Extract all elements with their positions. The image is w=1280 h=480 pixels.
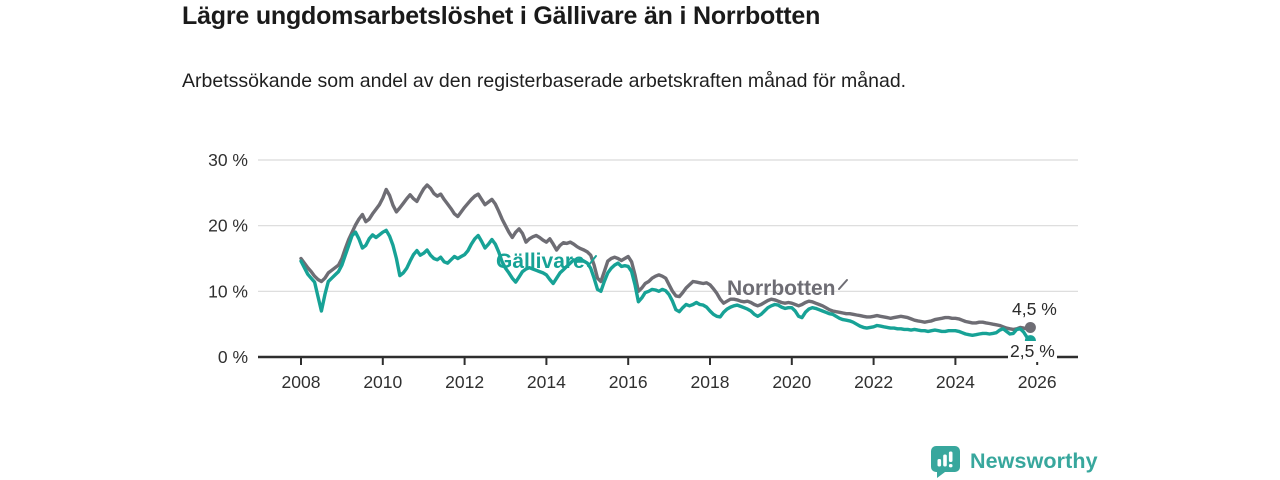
y-tick-label: 10 % xyxy=(208,281,248,301)
y-tick-label: 0 % xyxy=(218,347,248,367)
y-tick-label: 20 % xyxy=(208,216,248,236)
x-tick-label: 2016 xyxy=(609,372,648,392)
x-tick-label: 2010 xyxy=(363,372,402,392)
series-label-norrbotten: Norrbotten xyxy=(727,277,836,300)
newsworthy-wordmark: Newsworthy xyxy=(970,449,1098,473)
x-tick-label: 2026 xyxy=(1018,372,1057,392)
page-title: Lägre ungdomsarbetslöshet i Gällivare än… xyxy=(182,2,821,30)
gallivare-leader-mark xyxy=(587,255,597,267)
x-tick-label: 2008 xyxy=(282,372,321,392)
x-tick-label: 2024 xyxy=(936,372,975,392)
series-line-gällivare xyxy=(299,228,1033,343)
x-tick-label: 2020 xyxy=(772,372,811,392)
newsworthy-logo-icon xyxy=(931,446,960,478)
y-tick-label: 30 % xyxy=(208,150,248,170)
x-tick-label: 2018 xyxy=(691,372,730,392)
newsworthy-logo: Newsworthy xyxy=(930,444,1098,479)
x-tick-label: 2012 xyxy=(445,372,484,392)
end-dot-norrbotten xyxy=(1024,321,1036,333)
end-value-norrbotten: 4,5 % xyxy=(1012,299,1057,319)
x-tick-label: 2014 xyxy=(527,372,566,392)
end-value-gallivare: 2,5 % xyxy=(1008,341,1057,362)
page-subtitle: Arbetssökande som andel av den registerb… xyxy=(182,70,907,92)
norrbotten-leader-mark xyxy=(838,279,848,290)
series-line-norrbotten xyxy=(299,183,1033,332)
x-tick-label: 2022 xyxy=(854,372,893,392)
series-label-gallivare: Gällivare xyxy=(496,250,585,273)
